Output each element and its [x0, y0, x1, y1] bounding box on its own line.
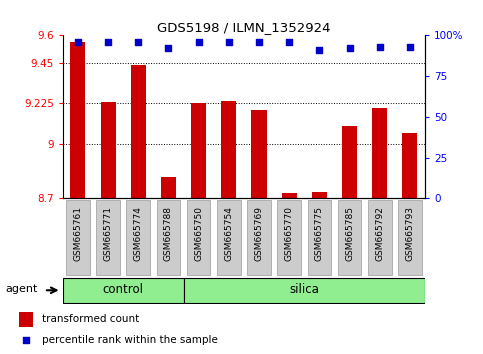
Point [225, 39, 233, 45]
Bar [217, 200, 241, 275]
Bar [19, 312, 33, 327]
Bar [96, 200, 120, 275]
Point [22, 337, 30, 343]
Text: control: control [103, 283, 143, 296]
Bar [312, 192, 327, 198]
Text: GSM665788: GSM665788 [164, 206, 173, 261]
Text: GSM665771: GSM665771 [103, 206, 113, 261]
Point [104, 39, 112, 45]
Bar [66, 200, 90, 275]
Bar [187, 200, 211, 275]
Text: GSM665754: GSM665754 [224, 206, 233, 261]
Text: GSM665785: GSM665785 [345, 206, 354, 261]
Text: GSM665750: GSM665750 [194, 206, 203, 261]
Bar [131, 65, 146, 198]
Bar [191, 103, 206, 198]
Point [285, 39, 293, 45]
Bar [100, 102, 115, 198]
Bar [156, 200, 180, 275]
Point [134, 39, 142, 45]
Point [406, 44, 414, 50]
Bar [71, 42, 85, 198]
Bar [221, 102, 236, 198]
Bar [63, 278, 184, 303]
Bar [342, 126, 357, 198]
Point [376, 44, 384, 50]
Point [165, 46, 172, 51]
Bar [402, 133, 417, 198]
Bar [252, 110, 267, 198]
Point [74, 39, 82, 45]
Bar [308, 200, 331, 275]
Point [195, 39, 202, 45]
Text: percentile rank within the sample: percentile rank within the sample [42, 335, 218, 345]
Text: GSM665774: GSM665774 [134, 206, 143, 261]
Text: GSM665770: GSM665770 [284, 206, 294, 261]
Text: silica: silica [289, 283, 319, 296]
Text: agent: agent [5, 284, 37, 294]
Bar [277, 200, 301, 275]
Bar [368, 200, 392, 275]
Bar [282, 193, 297, 198]
Point [315, 47, 323, 53]
Bar [184, 278, 425, 303]
Text: GSM665769: GSM665769 [255, 206, 264, 261]
Bar [161, 177, 176, 198]
Text: GSM665761: GSM665761 [73, 206, 83, 261]
Bar [127, 200, 150, 275]
Bar [372, 108, 387, 198]
Bar [247, 200, 271, 275]
Bar [398, 200, 422, 275]
Text: GSM665775: GSM665775 [315, 206, 324, 261]
Text: GSM665793: GSM665793 [405, 206, 414, 261]
Point [255, 39, 263, 45]
Title: GDS5198 / ILMN_1352924: GDS5198 / ILMN_1352924 [157, 21, 331, 34]
Bar [338, 200, 361, 275]
Text: transformed count: transformed count [42, 314, 140, 325]
Point [346, 46, 354, 51]
Text: GSM665792: GSM665792 [375, 206, 384, 261]
